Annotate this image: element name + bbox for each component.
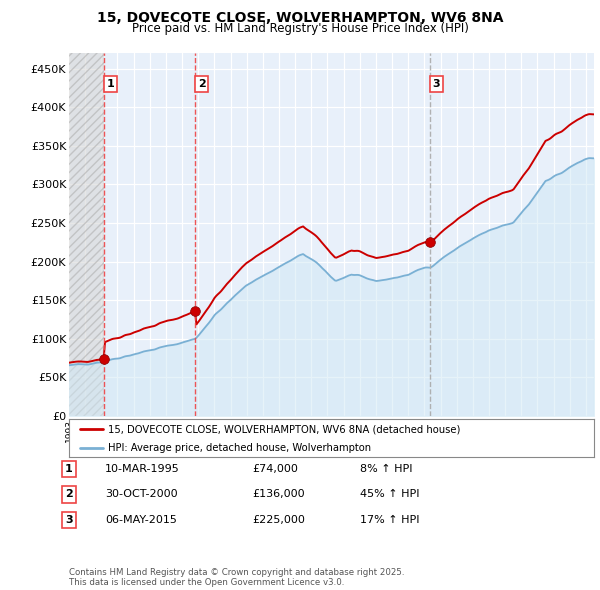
Text: 17% ↑ HPI: 17% ↑ HPI (360, 515, 419, 525)
Text: 2: 2 (198, 79, 206, 89)
Text: HPI: Average price, detached house, Wolverhampton: HPI: Average price, detached house, Wolv… (109, 442, 371, 453)
Text: 15, DOVECOTE CLOSE, WOLVERHAMPTON, WV6 8NA (detached house): 15, DOVECOTE CLOSE, WOLVERHAMPTON, WV6 8… (109, 424, 461, 434)
Bar (69, 53, 104, 416)
Text: 3: 3 (65, 515, 73, 525)
Text: 3: 3 (433, 79, 440, 89)
Text: Price paid vs. HM Land Registry's House Price Index (HPI): Price paid vs. HM Land Registry's House … (131, 22, 469, 35)
Text: 2: 2 (65, 490, 73, 499)
Text: 1: 1 (107, 79, 115, 89)
Text: 1: 1 (65, 464, 73, 474)
Text: 10-MAR-1995: 10-MAR-1995 (105, 464, 180, 474)
Text: 8% ↑ HPI: 8% ↑ HPI (360, 464, 413, 474)
Text: £74,000: £74,000 (252, 464, 298, 474)
Text: 30-OCT-2000: 30-OCT-2000 (105, 490, 178, 499)
Text: Contains HM Land Registry data © Crown copyright and database right 2025.
This d: Contains HM Land Registry data © Crown c… (69, 568, 404, 587)
Text: 06-MAY-2015: 06-MAY-2015 (105, 515, 177, 525)
Text: 15, DOVECOTE CLOSE, WOLVERHAMPTON, WV6 8NA: 15, DOVECOTE CLOSE, WOLVERHAMPTON, WV6 8… (97, 11, 503, 25)
Text: 45% ↑ HPI: 45% ↑ HPI (360, 490, 419, 499)
Text: £136,000: £136,000 (252, 490, 305, 499)
Text: £225,000: £225,000 (252, 515, 305, 525)
